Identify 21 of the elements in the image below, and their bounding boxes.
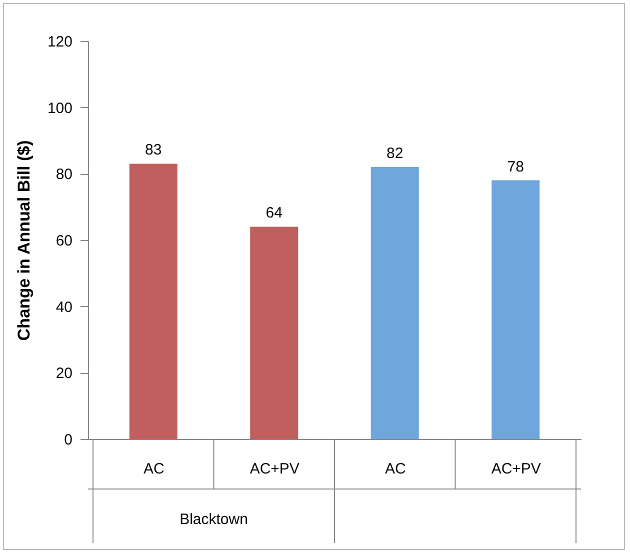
data-label: 64 — [266, 204, 282, 222]
y-tick-label: 60 — [56, 232, 72, 250]
x-tick-label: AC+PV — [491, 460, 541, 478]
bar — [492, 180, 540, 439]
text: Blacktown — [180, 511, 248, 528]
data-label: 83 — [145, 142, 162, 159]
data-label: 82 — [386, 145, 404, 162]
y-tick-label: 40 — [56, 298, 72, 316]
y-tick-label: 120 — [47, 34, 72, 50]
x-tick-label: AC — [384, 460, 406, 478]
x-tick-label: AC+PV — [250, 460, 300, 478]
y-axis-title: Change in Annual Bill ($) — [14, 140, 34, 341]
bar — [250, 226, 298, 439]
y-tick-label: 20 — [56, 365, 72, 382]
x-tick-label: AC — [143, 460, 164, 478]
y-tick-label: 80 — [56, 166, 72, 184]
data-label: 78 — [507, 158, 524, 176]
y-tick-label: 0 — [64, 432, 72, 448]
bar — [370, 167, 419, 439]
bar — [129, 164, 178, 439]
y-tick-label: 100 — [47, 100, 72, 117]
